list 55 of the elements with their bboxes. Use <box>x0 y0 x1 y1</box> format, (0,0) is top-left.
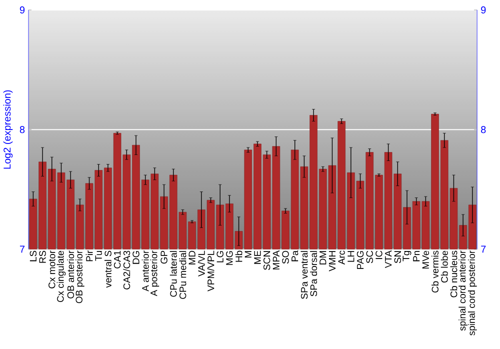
x-tick-label: OB posterior <box>76 250 84 304</box>
x-tick-label: A posterior <box>150 250 160 296</box>
x-tick-label: spinal cord posterior <box>468 250 477 336</box>
x-tick-label: MD <box>188 250 196 264</box>
x-tick-label: RS <box>39 250 46 263</box>
x-tick-label: MPA <box>272 250 280 270</box>
x-tick-label: SN <box>394 251 401 264</box>
y-axis-title: Log2 (expression) <box>3 90 13 169</box>
x-tick-label: Cx cingulate <box>56 250 66 302</box>
x-tick-label: LH <box>348 251 354 262</box>
x-tick-label: CPu medial <box>179 251 186 299</box>
x-tick-label: ventral S <box>104 250 112 288</box>
x-tick-label: ME <box>254 250 261 264</box>
x-tick-label: Cb nucleus <box>450 250 458 298</box>
x-tick-label: IC <box>376 250 382 260</box>
x-tick-label: SPa dorsal <box>310 251 318 296</box>
x-tick-label: Pir <box>86 250 93 262</box>
x-tick-label: Arc <box>338 250 345 265</box>
x-tick-label: Pn <box>413 251 420 262</box>
y2-tick-label: 8 <box>481 126 486 134</box>
y2-tick-label: 7 <box>481 246 486 253</box>
y-tick-label: 9 <box>20 6 25 14</box>
x-tick-label: GP <box>160 250 168 264</box>
y-tick-label: 7 <box>20 246 25 253</box>
x-tick-label: DM <box>320 251 326 264</box>
x-tick-label: LS <box>30 250 37 262</box>
x-tick-label: PAG <box>356 251 364 269</box>
x-tick-label: CA2/CA3 <box>123 250 130 290</box>
x-tick-label: MVe <box>422 250 429 269</box>
x-tick-label: spinal cord anterior <box>458 250 468 331</box>
x-tick-label: A anterior <box>142 250 149 292</box>
x-tick-label: SCN <box>263 251 270 270</box>
x-tick-label: SO <box>282 250 289 264</box>
x-tick-label: Cb lobe <box>440 250 448 283</box>
x-tick-label: VA/VL <box>198 250 205 277</box>
x-tick-label: Tu <box>95 251 102 261</box>
y-tick-label: 8 <box>20 126 25 134</box>
x-tick-label: Cx motor <box>48 250 56 288</box>
x-tick-label: LG <box>216 251 224 262</box>
x-tick-label: MG <box>226 251 233 265</box>
x-tick-label: CPu lateral <box>170 251 177 297</box>
x-tick-label: OB anterior <box>67 250 74 298</box>
x-tick-label: Cb vermis <box>432 250 439 293</box>
x-tick-label: VTA <box>385 250 392 268</box>
x-tick-label: VPM/VPL <box>207 250 214 292</box>
x-tick-label: CA1 <box>114 250 121 268</box>
x-tick-label: M <box>244 251 252 258</box>
x-tick-label: DG <box>132 251 140 264</box>
x-tick-label: VMH <box>328 251 336 272</box>
x-tick-label: Hb <box>235 250 242 262</box>
x-tick-label: SPa ventral <box>300 251 308 299</box>
y2-tick-label: 9 <box>481 6 486 14</box>
x-tick-label: Pa <box>292 250 298 262</box>
x-tick-label: Tg <box>402 251 412 262</box>
x-tick-label: SC <box>366 250 373 264</box>
